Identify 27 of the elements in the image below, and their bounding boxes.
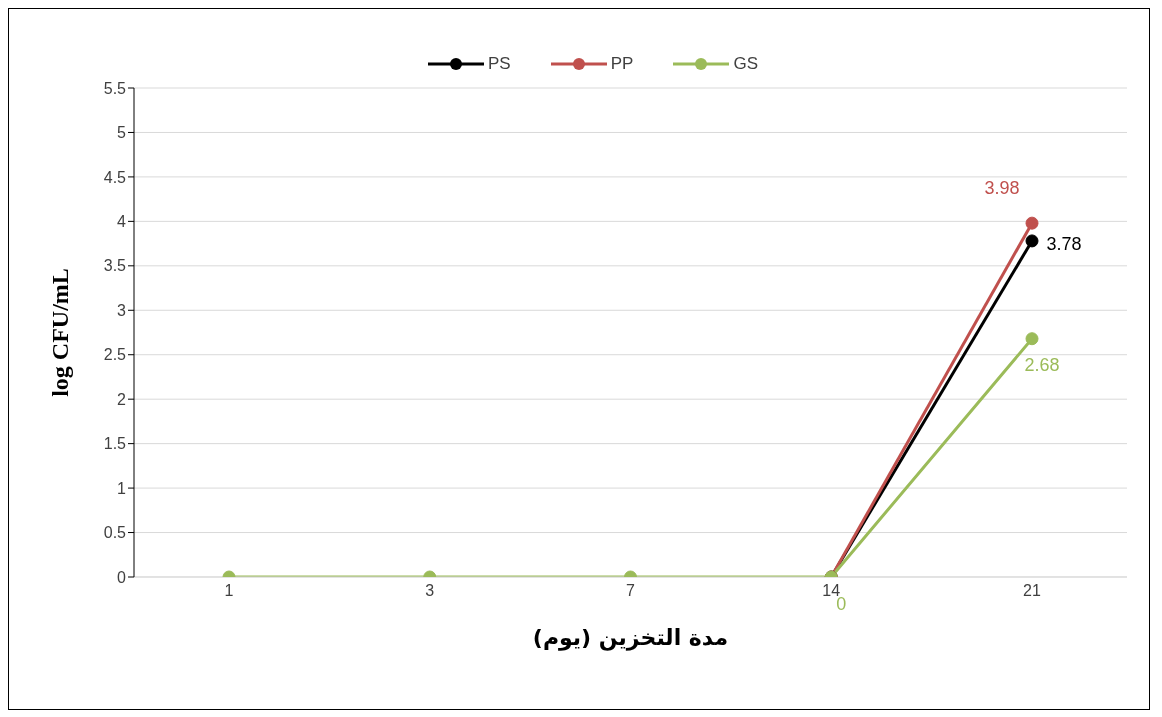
- point: [1025, 216, 1039, 230]
- y-tick-label: 0.5: [103, 524, 127, 542]
- y-tick-label: 1.5: [103, 435, 127, 453]
- data-label: 2.68: [1024, 355, 1060, 376]
- y-tick-label: 3.5: [103, 257, 127, 275]
- x-tick-label: 7: [626, 582, 636, 600]
- x-tick-label: 3: [425, 582, 435, 600]
- y-tick-label: 2: [117, 390, 127, 408]
- legend-label: GS: [732, 54, 758, 74]
- x-tick-label: 1: [224, 582, 234, 600]
- y-tick-label: 5: [117, 124, 127, 142]
- x-tick-label: 21: [1023, 582, 1041, 600]
- y-tick-label: 0: [117, 568, 127, 586]
- legend-label: PP: [609, 54, 634, 74]
- y-axis-title: log CFU/mL: [46, 268, 73, 397]
- y-tick-label: 3: [117, 301, 127, 319]
- x-axis-title: مدة التخزين (يوم): [532, 625, 729, 651]
- point: [1025, 332, 1039, 346]
- data-label: 3.78: [1046, 233, 1082, 254]
- y-tick-label: 5.5: [103, 79, 127, 97]
- legend-label: PS: [487, 54, 511, 74]
- data-label: 3.98: [984, 177, 1020, 198]
- y-tick-label: 2.5: [103, 346, 127, 364]
- y-tick-label: 4.5: [103, 168, 127, 186]
- y-tick-label: 4: [117, 213, 127, 231]
- y-tick-label: 1: [117, 479, 127, 497]
- point: [1025, 234, 1039, 248]
